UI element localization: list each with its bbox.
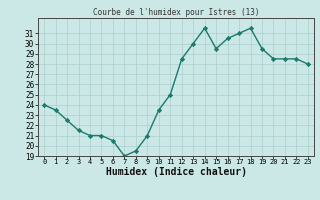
- X-axis label: Humidex (Indice chaleur): Humidex (Indice chaleur): [106, 167, 246, 177]
- Title: Courbe de l'humidex pour Istres (13): Courbe de l'humidex pour Istres (13): [93, 8, 259, 17]
